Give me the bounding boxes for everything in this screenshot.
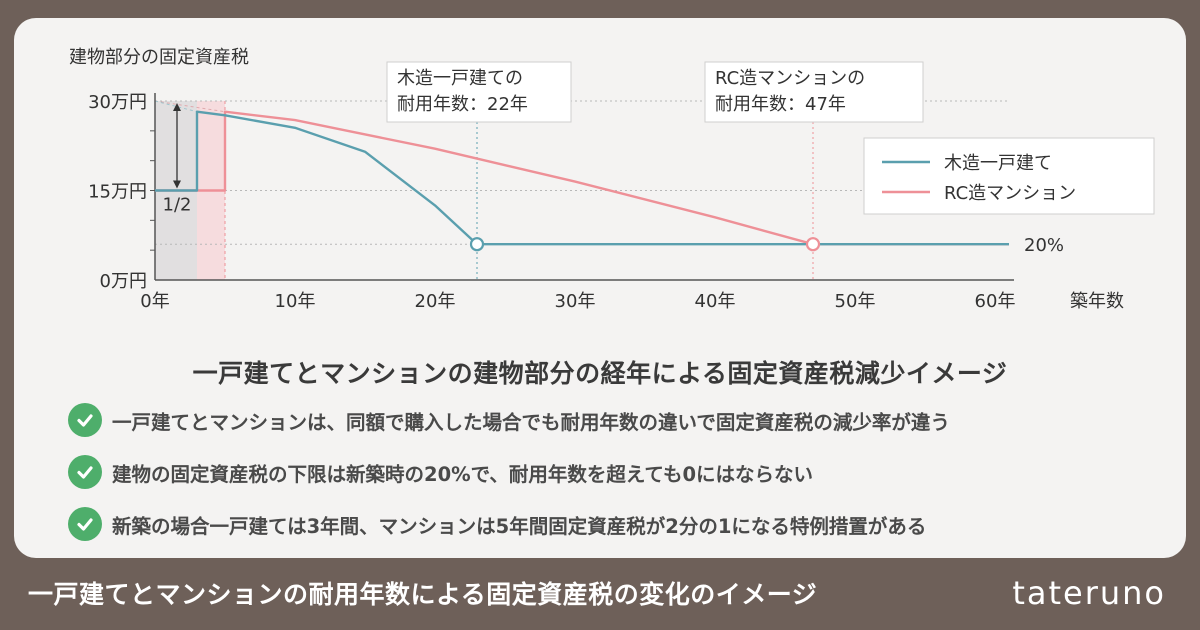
check-icon [68,403,102,437]
y-tick-label: 0万円 [100,271,147,292]
x-tick-label: 60年 [975,291,1016,312]
rc-life-callout-box [704,61,924,123]
wood-guide-line [154,100,198,113]
content-card: 0万円 15万円 30万円 0年 10年 20年 30年 40年 50年 60年 建物部分の固定資産… [14,18,1186,558]
legend-rc-label: RC造マンション [944,183,1076,204]
rc-series-line [155,110,1009,246]
legend-box [863,137,1155,215]
wood-life-callout-line1: 木造一戸建ての [397,68,523,89]
rc-life-callout-line1: RC造マンションの [715,68,865,89]
footer-title: 一戸建てとマンションの耐用年数による固定資産税の変化のイメージ [28,580,818,609]
x-tick-label: 30年 [555,291,596,312]
rc-life-marker [805,237,821,252]
wood-life-marker [469,237,485,252]
half-arrow-head [173,103,181,111]
chart-caption: 一戸建てとマンションの建物部分の経年による固定資産税減少イメージ [192,359,1008,388]
y-tick-label: 30万円 [88,92,147,113]
floor-label: 20% [1024,235,1064,256]
x-tick-label: 20年 [415,291,456,312]
tax-chart: 0万円 15万円 30万円 0年 10年 20年 30年 40年 50年 60年 建物部分の固定資産… [69,47,1155,312]
check-icon [68,507,102,541]
key-points-list: 一戸建てとマンションは、同額で購入した場合でも耐用年数の違いで固定資産税の減少率… [68,394,950,550]
wood-series-line [155,110,1009,246]
half-label: 1/2 [163,195,192,216]
x-tick-label: 0年 [140,291,169,312]
x-tick-label: 40年 [695,291,736,312]
key-point: 建物の固定資産税の下限は新築時の20%で、耐用年数を超えても0にはならない [68,446,950,498]
key-point-text: 建物の固定資産税の下限は新築時の20%で、耐用年数を超えても0にはならない [112,462,814,486]
rc-life-callout-line2: 耐用年数：47年 [715,94,846,115]
key-point: 一戸建てとマンションは、同額で購入した場合でも耐用年数の違いで固定資産税の減少率… [68,394,950,446]
half-arrow-head [173,180,181,189]
check-icon [68,455,102,489]
x-axis-label: 築年数 [1070,291,1124,312]
brand-logo: tateruno [1012,574,1166,612]
key-point-text: 新築の場合一戸建ては3年間、マンションは5年間固定資産税が2分の1になる特例措置… [112,514,927,538]
y-axis-label: 建物部分の固定資産税 [69,47,249,68]
key-point-text: 一戸建てとマンションは、同額で購入した場合でも耐用年数の違いで固定資産税の減少率… [112,410,950,434]
y-tick-label: 15万円 [88,182,147,203]
x-tick-label: 50年 [835,291,876,312]
legend-wood-label: 木造一戸建て [944,153,1052,174]
wood-life-callout-box [386,61,572,123]
key-point: 新築の場合一戸建ては3年間、マンションは5年間固定資産税が2分の1になる特例措置… [68,498,950,550]
wood-life-callout-line2: 耐用年数：22年 [397,94,528,115]
x-tick-label: 10年 [275,291,316,312]
